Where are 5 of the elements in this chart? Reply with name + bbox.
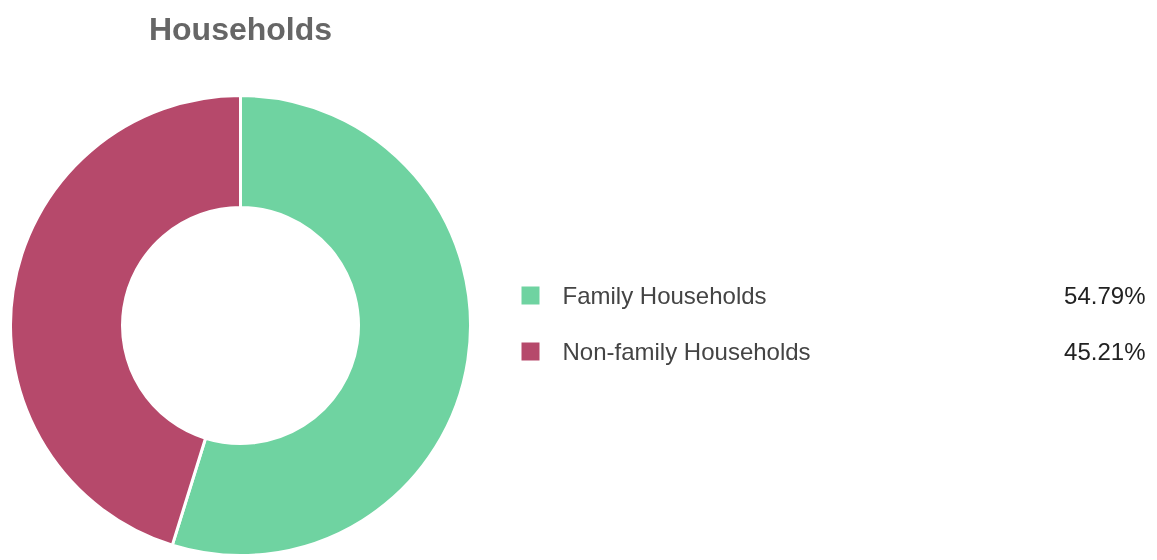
data-label: 45.21% (1064, 338, 1146, 365)
data-label: 54.79% (1064, 282, 1146, 309)
chart-title: Households (148, 10, 333, 47)
legend-label: Family Households (562, 282, 767, 309)
legend-label: Non-family Households (562, 338, 811, 365)
